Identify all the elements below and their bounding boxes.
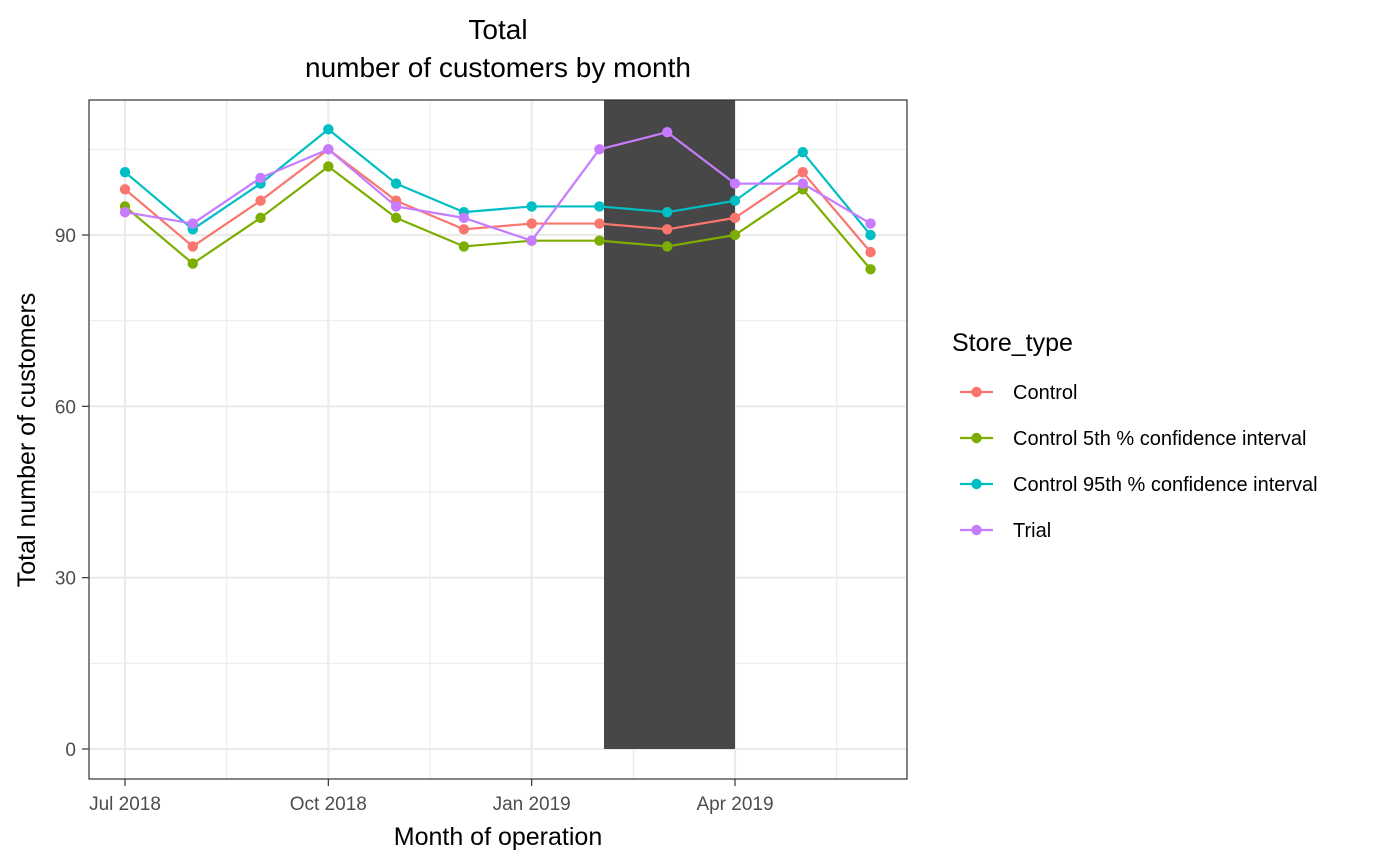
legend-key-point <box>971 524 982 536</box>
data-point <box>729 178 741 189</box>
data-point <box>323 124 334 135</box>
chart-title-line-1: Total <box>468 14 527 45</box>
legend-label: Control 5th % confidence interval <box>1013 428 1307 450</box>
plot-panel <box>89 100 907 779</box>
y-tick-label: 0 <box>65 740 76 761</box>
series-1 <box>119 161 876 275</box>
data-point <box>390 212 402 224</box>
data-point <box>390 178 402 189</box>
data-point <box>526 218 537 229</box>
data-point <box>119 184 131 195</box>
legend-key-point <box>971 432 982 444</box>
series-line <box>124 131 872 242</box>
legend-key-point <box>971 478 982 490</box>
plot-frame <box>88 99 908 780</box>
data-point <box>594 218 605 229</box>
x-tick-label: Jan 2019 <box>493 794 571 815</box>
x-axis-title: Month of operation <box>394 823 602 851</box>
data-point <box>865 264 876 275</box>
data-point <box>526 235 537 246</box>
chart-title-line-2: number of customers by month <box>305 52 691 83</box>
data-point <box>594 144 605 155</box>
data-point <box>323 161 334 172</box>
data-point <box>662 127 673 138</box>
plot-border <box>88 99 908 780</box>
data-point <box>662 206 673 218</box>
data-point <box>797 178 808 189</box>
data-point <box>255 195 266 206</box>
legend-label: Control 95th % confidence interval <box>1013 474 1318 496</box>
data-point <box>865 229 876 241</box>
data-point <box>255 212 266 224</box>
series-layer <box>119 124 876 275</box>
series-line <box>124 128 872 236</box>
data-point <box>662 224 673 235</box>
series-3 <box>119 127 876 246</box>
data-point <box>594 201 605 212</box>
legend-label: Trial <box>1013 520 1051 542</box>
data-point <box>594 235 605 246</box>
data-point <box>390 201 402 212</box>
legend-key-point <box>971 386 982 398</box>
series-0 <box>119 144 876 258</box>
legend-title: Store_type <box>952 329 1073 357</box>
data-point <box>729 212 741 224</box>
y-axis: 0 30 60 90 <box>55 226 89 761</box>
data-point <box>458 241 470 252</box>
y-axis-title: Total number of customers <box>13 293 41 588</box>
data-point <box>797 166 808 178</box>
legend: Store_type Control Control 5th % confiden… <box>952 329 1318 542</box>
legend-item: Control 95th % confidence interval <box>960 474 1318 496</box>
x-tick-label: Oct 2018 <box>290 794 367 815</box>
data-point <box>187 218 198 229</box>
x-tick-label: Apr 2019 <box>696 794 773 815</box>
highlight-period <box>604 100 735 749</box>
data-point <box>729 229 741 241</box>
series-line <box>124 165 872 270</box>
legend-item: Control <box>960 382 1077 404</box>
data-point <box>119 166 131 178</box>
highlight-rect <box>604 100 735 749</box>
legend-label: Control <box>1013 382 1077 404</box>
data-point <box>323 144 334 155</box>
y-tick-label: 30 <box>55 569 76 590</box>
plot-background <box>89 100 907 779</box>
data-point <box>187 258 198 269</box>
data-point <box>458 212 470 224</box>
data-point <box>865 246 876 258</box>
x-tick-label: Jul 2018 <box>89 794 161 815</box>
data-point <box>255 172 266 184</box>
legend-item: Trial <box>960 520 1051 542</box>
data-point <box>526 201 537 212</box>
data-point <box>662 241 673 252</box>
data-point <box>797 146 808 158</box>
y-tick-label: 90 <box>55 226 76 247</box>
data-point <box>187 241 198 252</box>
data-point <box>729 195 741 206</box>
legend-item: Control 5th % confidence interval <box>960 428 1307 450</box>
data-point <box>458 224 470 235</box>
chart-title: Total number of customers by month <box>305 14 691 83</box>
series-line <box>124 148 872 253</box>
data-point <box>119 206 131 218</box>
data-point <box>865 218 876 229</box>
x-axis: Jul 2018 Oct 2018 Jan 2019 Apr 2019 <box>89 779 774 815</box>
y-tick-label: 60 <box>55 397 76 418</box>
